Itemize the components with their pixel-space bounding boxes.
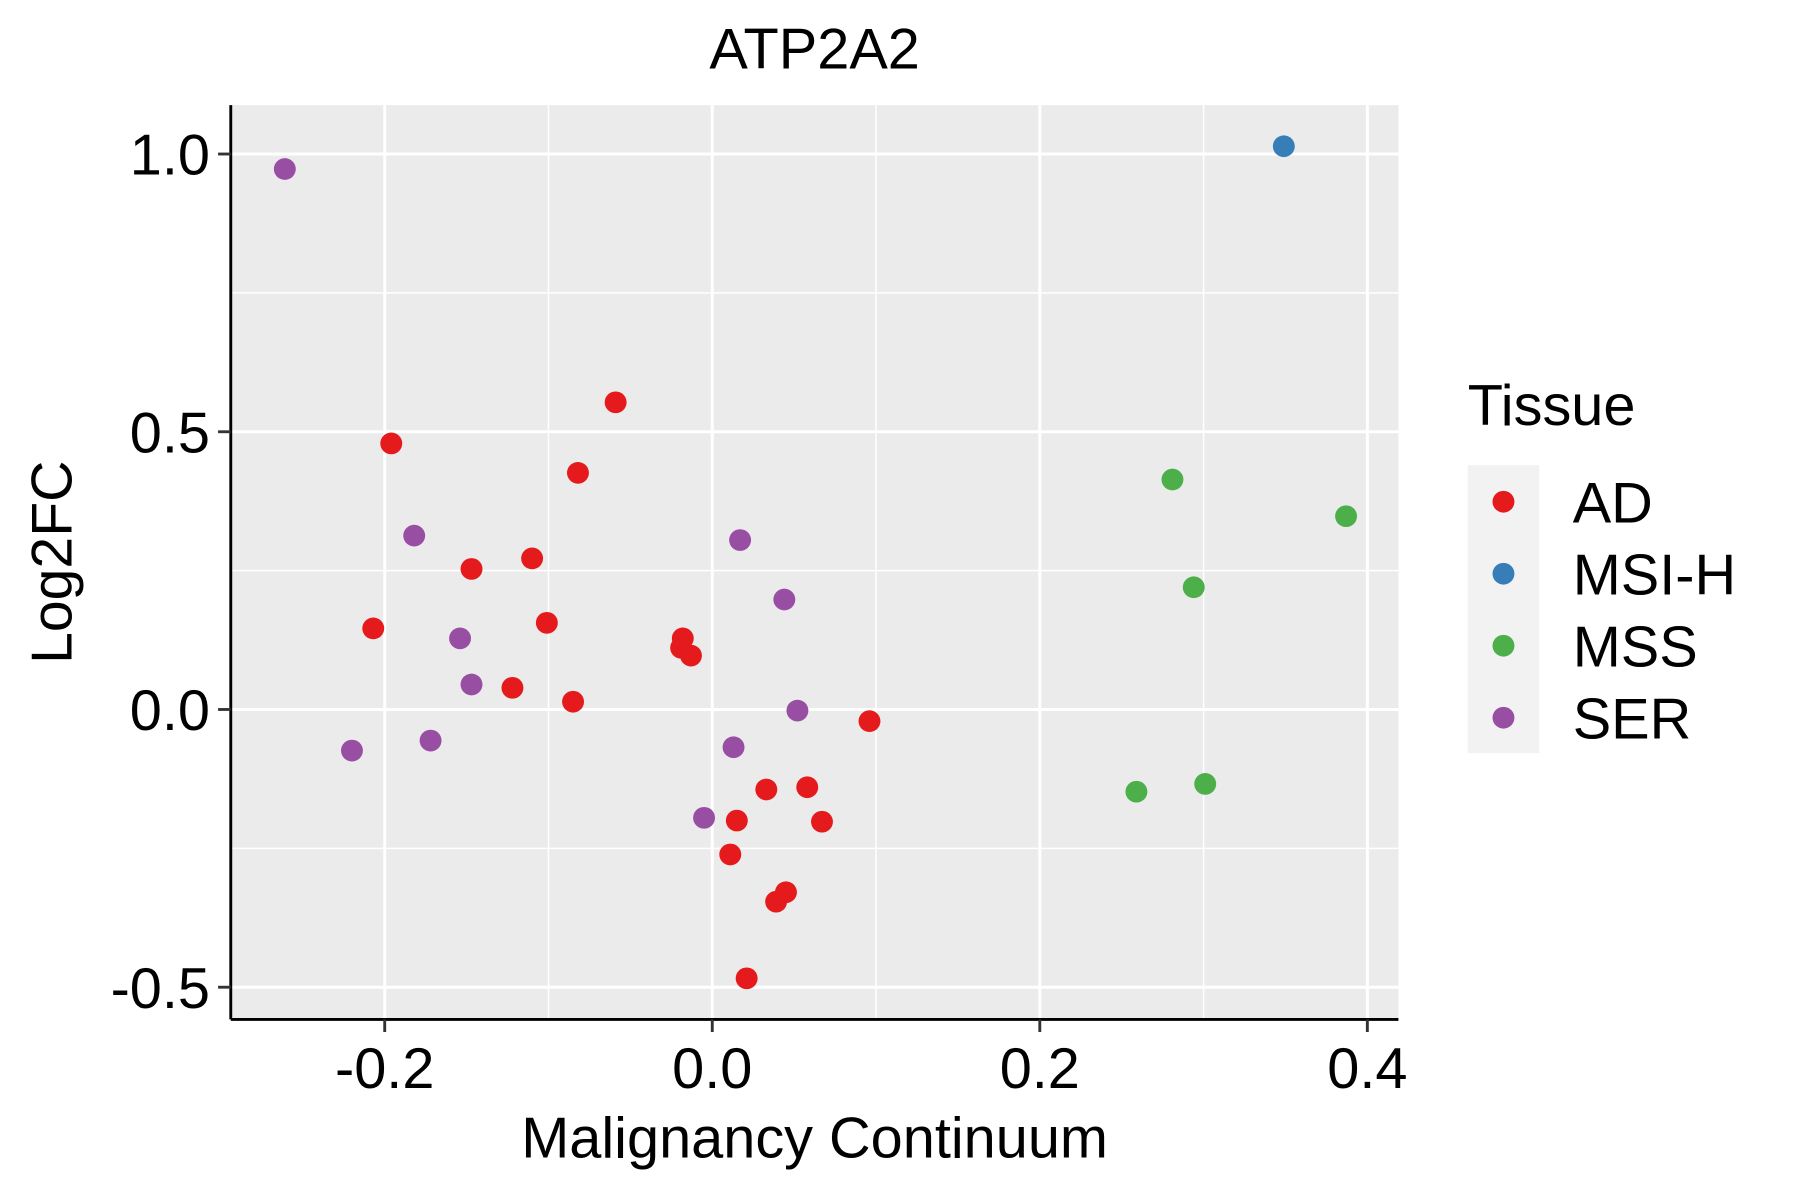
x-tick-label: 0.2 (1000, 1037, 1080, 1101)
legend-key-mss (1492, 634, 1515, 657)
y-axis-label: Log2FC (20, 461, 84, 664)
point-ser (273, 158, 296, 180)
legend-key-background (1467, 465, 1540, 754)
legend: Tissue AD MSI-H MSS SER (1467, 374, 1736, 754)
point-ad (811, 810, 833, 833)
point-ad (460, 558, 483, 580)
point-ser (729, 529, 752, 551)
legend-label-ser: SER (1573, 688, 1692, 752)
y-tick-label: 0.5 (130, 402, 210, 466)
point-ser (786, 699, 809, 722)
point-mss (1335, 505, 1358, 528)
y-tick-label: 1.0 (130, 124, 210, 188)
point-ad (535, 611, 558, 634)
point-mss (1125, 780, 1148, 803)
point-ad (680, 644, 702, 667)
legend-label-mss: MSS (1573, 616, 1698, 680)
legend-label-msi-h: MSI-H (1573, 544, 1736, 608)
y-tick-label: -0.5 (111, 957, 210, 1021)
point-ser (403, 524, 426, 547)
point-ad (755, 778, 778, 801)
data-points (273, 135, 1358, 990)
grid-lines (220, 14, 1399, 1020)
point-ad (725, 809, 748, 832)
point-mss (1194, 773, 1217, 795)
point-ad (501, 676, 524, 699)
point-ser (340, 739, 363, 762)
point-ser (722, 736, 745, 759)
point-ad (567, 461, 589, 484)
chart-title: ATP2A2 (709, 18, 920, 82)
point-ad (362, 617, 385, 640)
point-ad (765, 890, 788, 913)
x-tick-label: 0.4 (1327, 1037, 1407, 1101)
axis-ticks: -0.2 0.0 0.2 0.4 -0.5 0.0 0.5 1.0 (111, 124, 1408, 1101)
point-ad (735, 967, 758, 990)
point-ser (773, 588, 796, 611)
legend-title: Tissue (1468, 374, 1636, 438)
legend-key-ser (1492, 706, 1515, 729)
x-tick-label: -0.2 (335, 1037, 434, 1101)
point-ad (858, 710, 881, 733)
x-tick-label: 0.0 (672, 1037, 752, 1101)
x-axis-label: Malignancy Continuum (521, 1107, 1108, 1171)
legend-key-ad (1492, 490, 1515, 513)
point-ser (419, 729, 442, 752)
legend-label-ad: AD (1573, 472, 1653, 536)
point-mss (1182, 576, 1205, 599)
panel-background (230, 105, 1399, 1020)
point-ad (719, 843, 742, 866)
point-ad (562, 690, 585, 713)
point-ser (693, 806, 716, 829)
point-ser (449, 627, 472, 650)
point-ad (521, 547, 544, 570)
y-tick-label: 0.0 (130, 679, 210, 743)
point-msi-h (1272, 135, 1295, 158)
point-mss (1161, 468, 1184, 491)
legend-key-msi-h (1492, 562, 1515, 585)
point-ad (380, 432, 403, 455)
point-ad (604, 391, 627, 414)
point-ser (460, 673, 483, 696)
point-ad (796, 776, 819, 799)
